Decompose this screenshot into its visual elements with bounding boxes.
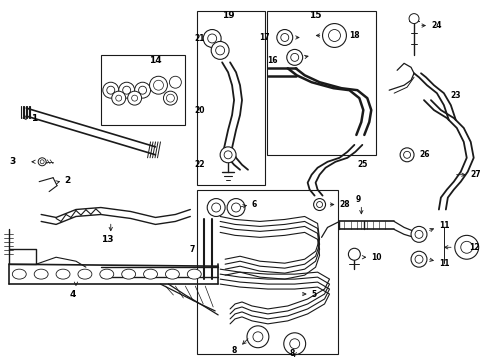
- Circle shape: [400, 148, 414, 162]
- Circle shape: [461, 241, 473, 253]
- Circle shape: [40, 160, 44, 164]
- Circle shape: [135, 82, 150, 98]
- Circle shape: [232, 203, 241, 212]
- Ellipse shape: [34, 269, 48, 279]
- Bar: [101, 55, 185, 125]
- Text: 20: 20: [195, 105, 205, 114]
- Text: 10: 10: [371, 253, 382, 262]
- Text: 11: 11: [439, 259, 449, 268]
- Text: 8: 8: [232, 346, 237, 355]
- Circle shape: [212, 203, 220, 212]
- Text: 3: 3: [9, 157, 16, 166]
- Circle shape: [411, 226, 427, 242]
- Text: 5: 5: [312, 289, 317, 298]
- Ellipse shape: [78, 269, 92, 279]
- Circle shape: [116, 95, 122, 101]
- Circle shape: [211, 41, 229, 59]
- Circle shape: [149, 76, 168, 94]
- Circle shape: [139, 86, 147, 94]
- Circle shape: [291, 53, 299, 61]
- Text: 11: 11: [439, 221, 449, 230]
- Text: 1: 1: [31, 113, 37, 122]
- Ellipse shape: [56, 269, 70, 279]
- Circle shape: [153, 80, 164, 90]
- Text: 7: 7: [190, 245, 196, 254]
- Circle shape: [415, 255, 423, 263]
- Circle shape: [170, 76, 181, 88]
- Circle shape: [208, 34, 217, 43]
- Text: 22: 22: [195, 160, 205, 169]
- Circle shape: [409, 14, 419, 23]
- Circle shape: [317, 202, 322, 207]
- Text: 8: 8: [289, 349, 294, 358]
- Bar: [197, 190, 339, 354]
- Text: 25: 25: [357, 160, 368, 169]
- Text: 16: 16: [268, 56, 278, 65]
- Ellipse shape: [100, 269, 114, 279]
- Circle shape: [277, 30, 293, 45]
- Circle shape: [455, 235, 479, 259]
- Text: 18: 18: [349, 31, 360, 40]
- Text: 23: 23: [451, 91, 461, 100]
- Bar: [197, 11, 265, 185]
- Text: 15: 15: [309, 11, 322, 20]
- Ellipse shape: [187, 269, 201, 279]
- Circle shape: [404, 151, 411, 158]
- Circle shape: [284, 333, 306, 355]
- Ellipse shape: [122, 269, 136, 279]
- Circle shape: [122, 86, 131, 94]
- Circle shape: [253, 332, 263, 342]
- Circle shape: [112, 91, 125, 105]
- Text: 27: 27: [471, 170, 481, 179]
- Text: 13: 13: [100, 235, 113, 244]
- Circle shape: [328, 30, 341, 41]
- Bar: [267, 11, 376, 155]
- Text: 26: 26: [419, 150, 430, 159]
- Text: 4: 4: [70, 289, 76, 298]
- Text: 2: 2: [64, 176, 70, 185]
- Circle shape: [415, 230, 423, 238]
- Circle shape: [290, 339, 300, 349]
- Circle shape: [207, 199, 225, 216]
- Circle shape: [322, 23, 346, 48]
- Circle shape: [348, 248, 360, 260]
- Ellipse shape: [12, 269, 26, 279]
- Circle shape: [224, 151, 232, 159]
- Text: 28: 28: [340, 200, 350, 209]
- Text: 17: 17: [259, 33, 270, 42]
- Circle shape: [167, 94, 174, 102]
- Text: 9: 9: [356, 195, 361, 204]
- Text: 24: 24: [431, 21, 441, 30]
- Circle shape: [38, 158, 46, 166]
- Text: 14: 14: [149, 56, 162, 65]
- Ellipse shape: [144, 269, 157, 279]
- Ellipse shape: [166, 269, 179, 279]
- Circle shape: [103, 82, 119, 98]
- Circle shape: [314, 199, 325, 211]
- Text: 12: 12: [469, 243, 479, 252]
- Circle shape: [107, 86, 115, 94]
- Circle shape: [216, 46, 224, 55]
- Circle shape: [287, 49, 303, 65]
- Text: 21: 21: [195, 34, 205, 43]
- Circle shape: [247, 326, 269, 348]
- Circle shape: [164, 91, 177, 105]
- Circle shape: [128, 91, 142, 105]
- Circle shape: [281, 33, 289, 41]
- Text: 19: 19: [222, 11, 234, 20]
- Text: 6: 6: [252, 200, 257, 209]
- Circle shape: [411, 251, 427, 267]
- Circle shape: [220, 147, 236, 163]
- Circle shape: [132, 95, 138, 101]
- Circle shape: [119, 82, 135, 98]
- Circle shape: [227, 199, 245, 216]
- Circle shape: [203, 30, 221, 48]
